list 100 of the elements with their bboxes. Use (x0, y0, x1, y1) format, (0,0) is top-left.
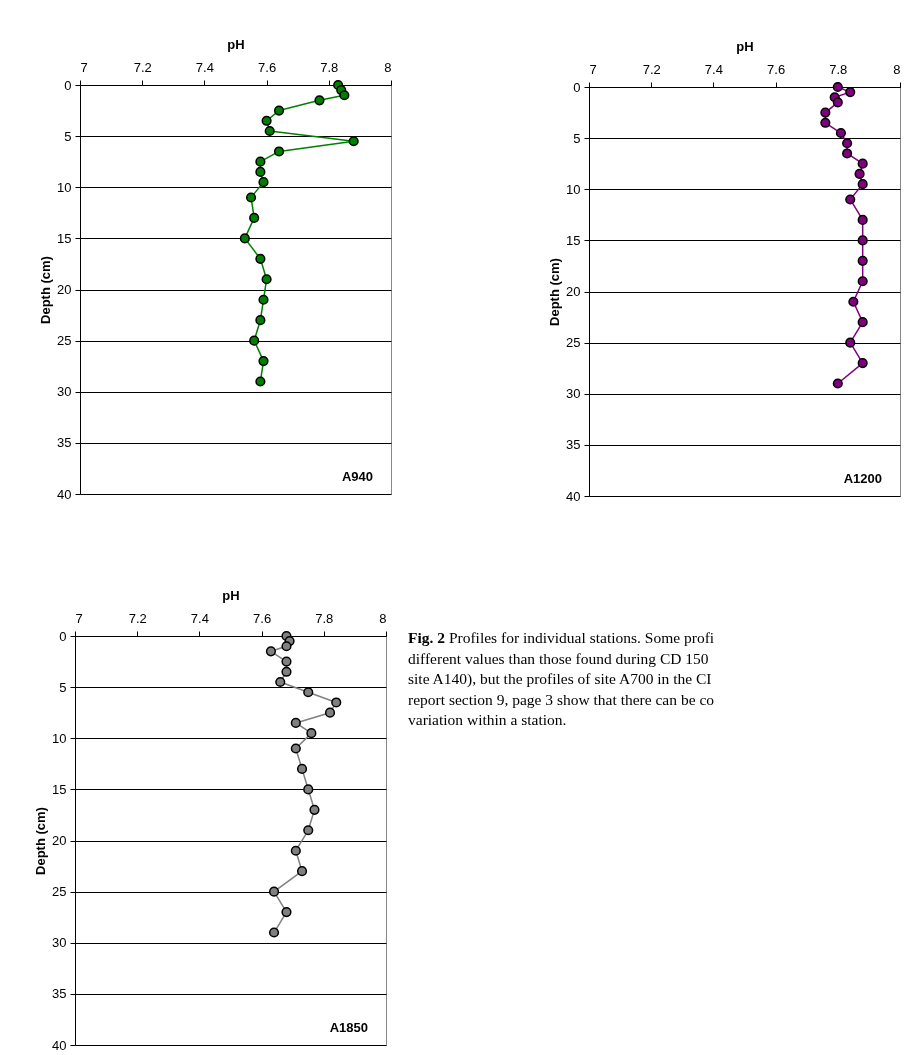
point (845, 87, 856, 98)
y-tick-label: 10 (566, 181, 581, 197)
point (261, 115, 272, 126)
point (306, 728, 317, 739)
point (290, 717, 301, 728)
point (255, 166, 266, 177)
y-tick-label: 25 (566, 335, 581, 351)
y-tick-label: 15 (566, 232, 581, 248)
point (258, 356, 269, 367)
point (845, 337, 856, 348)
point (339, 90, 350, 101)
y-tick-label: 35 (566, 437, 581, 453)
point (281, 666, 292, 677)
point (239, 233, 250, 244)
point (255, 156, 266, 167)
x-tick-label: 7.6 (258, 59, 277, 75)
x-tick-label: 7 (589, 61, 597, 77)
x-tick-label: 8 (893, 61, 901, 77)
x-tick-label: 7.8 (315, 610, 334, 626)
point (268, 886, 280, 897)
point (857, 158, 868, 169)
y-tick-label: 0 (64, 77, 72, 93)
point (258, 177, 269, 188)
point (314, 95, 325, 106)
point (309, 804, 320, 815)
y-tick-label: 30 (566, 386, 581, 402)
text: site A140), but the profiles of site A700 in the CI (408, 670, 712, 687)
y-tick-label: 20 (566, 284, 581, 299)
y-tick-label: 20 (52, 833, 67, 848)
point (275, 676, 286, 688)
point (290, 845, 301, 856)
x-tick-label: 8 (384, 59, 392, 75)
point (331, 697, 342, 708)
point (303, 784, 314, 795)
y-tick-label: 10 (52, 730, 67, 746)
point (261, 274, 272, 285)
y-axis-title: Depth (cm) (38, 256, 54, 324)
y-tick-label: 25 (52, 884, 67, 900)
point (255, 253, 266, 264)
point (296, 763, 308, 774)
point (281, 656, 292, 667)
point (854, 168, 865, 179)
point (303, 687, 314, 698)
x-tick-label: 7.2 (642, 61, 661, 77)
point (820, 117, 831, 128)
y-tick-label: 30 (57, 384, 72, 400)
point (857, 214, 868, 225)
x-tick-label: 7.8 (829, 61, 848, 77)
point (857, 317, 868, 328)
annotation: A1850 (329, 1020, 368, 1035)
y-tick-label: 40 (566, 488, 581, 504)
point (348, 136, 359, 147)
y-axis-title: Depth (cm) (547, 258, 563, 326)
point (848, 296, 859, 307)
point (324, 707, 336, 718)
point (255, 376, 266, 387)
y-tick-label: 35 (57, 435, 72, 451)
point (245, 192, 257, 203)
point (249, 335, 260, 346)
point (835, 127, 846, 139)
text: report section 9, page 3 show that there can be co (408, 690, 715, 708)
x-tick-label: 7.6 (767, 61, 786, 77)
y-tick-label: 5 (59, 679, 67, 695)
point (258, 294, 269, 305)
x-axis-title: pH (227, 36, 245, 52)
x-tick-label: 7 (80, 59, 88, 75)
y-tick-label: 10 (57, 179, 72, 195)
point (281, 907, 292, 918)
point (832, 97, 843, 108)
point (264, 125, 275, 137)
y-tick-label: 25 (57, 333, 72, 349)
point (273, 146, 285, 157)
point (832, 378, 843, 389)
y-tick-label: 20 (57, 282, 72, 297)
x-tick-label: 8 (379, 610, 387, 626)
y-tick-label: 0 (59, 628, 67, 644)
point (857, 276, 868, 287)
point (303, 825, 314, 836)
text: Profiles for individual stations. Some profi (448, 629, 715, 646)
x-tick-label: 7.2 (128, 610, 147, 626)
x-axis-title: pH (736, 38, 754, 54)
point (273, 105, 285, 116)
x-tick-label: 7.4 (195, 59, 214, 75)
y-tick-label: 35 (52, 986, 67, 1002)
y-axis-title: Depth (cm) (33, 807, 49, 875)
y-tick-label: 30 (52, 935, 67, 951)
point (857, 235, 868, 246)
point (265, 646, 277, 657)
point (842, 138, 853, 149)
y-tick-label: 15 (57, 230, 72, 246)
y-tick-label: 5 (573, 130, 581, 146)
point (268, 927, 280, 938)
y-tick-label: 15 (52, 781, 67, 797)
x-tick-label: 7 (75, 610, 83, 626)
x-tick-label: 7.2 (133, 59, 152, 75)
point (290, 743, 301, 754)
annotation: A940 (341, 469, 373, 484)
x-tick-label: 7.6 (253, 610, 272, 626)
point (832, 81, 843, 93)
point (820, 107, 831, 118)
